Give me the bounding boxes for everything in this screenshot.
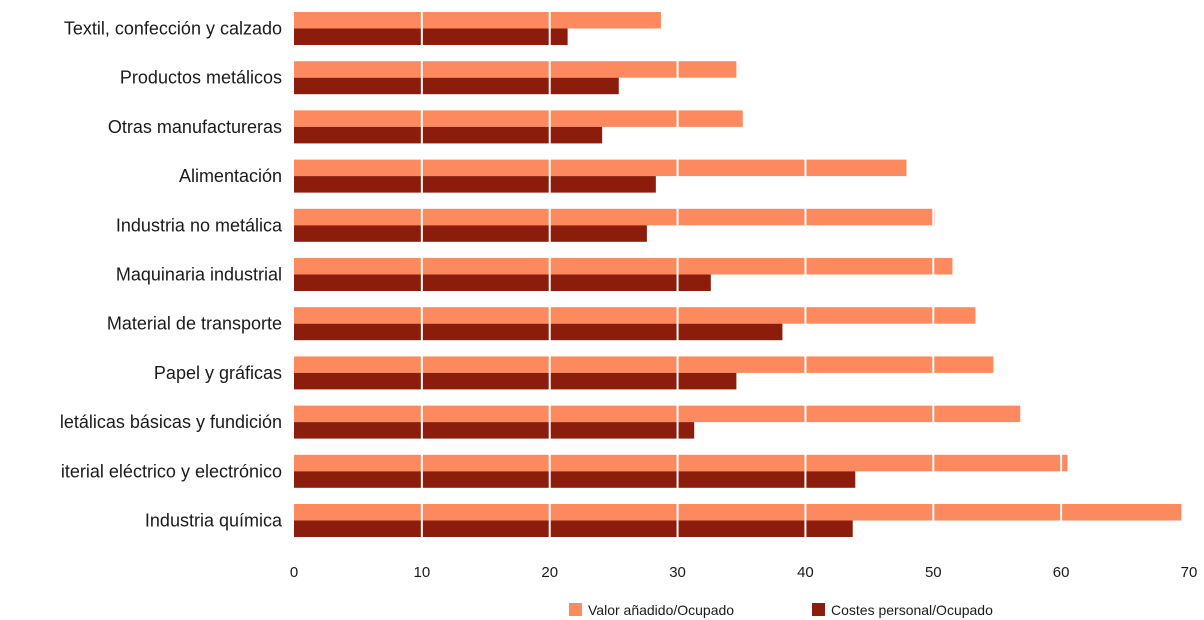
bar-valor-anadido-10 [294, 504, 1182, 521]
bar-costes-personal-4 [294, 225, 647, 242]
bar-costes-personal-5 [294, 274, 711, 291]
category-label: Industria química [145, 511, 283, 531]
x-tick-label: 30 [669, 564, 686, 581]
bar-valor-anadido-8 [294, 405, 1021, 423]
bar-costes-personal-6 [294, 323, 783, 341]
bar-valor-anadido-0 [294, 12, 661, 29]
bar-valor-anadido-2 [294, 110, 743, 127]
bar-costes-personal-3 [294, 176, 656, 193]
x-tick-label: 50 [925, 564, 942, 581]
category-label: Alimentación [179, 166, 282, 186]
grid-layer [420, 10, 1063, 539]
bars-layer [294, 12, 1182, 537]
x-tick-label: 60 [1053, 564, 1070, 581]
bar-valor-anadido-9 [294, 454, 1068, 472]
x-tick-label: 20 [541, 564, 558, 581]
category-label: Otras manufactureras [108, 117, 282, 137]
bar-costes-personal-2 [294, 126, 603, 144]
bar-valor-anadido-1 [294, 61, 737, 78]
legend-swatch [569, 603, 582, 616]
bar-valor-anadido-6 [294, 307, 976, 324]
bar-valor-anadido-5 [294, 258, 953, 275]
x-tick-label: 0 [290, 564, 298, 581]
category-label: Industria no metálica [116, 215, 283, 235]
category-label: Papel y gráficas [154, 363, 282, 383]
x-axis-tick-labels: 0 10 20 30 40 50 60 70 [290, 564, 1198, 581]
legend: Valor añadido/Ocupado Costes personal/Ocu… [569, 602, 993, 618]
bar-valor-anadido-7 [294, 356, 994, 373]
legend-label: Valor añadido/Ocupado [588, 602, 734, 618]
x-tick-label: 70 [1181, 564, 1198, 581]
category-label: letálicas básicas y fundición [60, 412, 282, 432]
bar-costes-personal-1 [294, 77, 619, 95]
category-labels: Textil, confección y calzado Productos me… [60, 19, 283, 531]
legend-label: Costes personal/Ocupado [831, 602, 993, 618]
category-label: Productos metálicos [120, 68, 282, 88]
category-label: Textil, confección y calzado [64, 19, 282, 39]
bar-costes-personal-0 [294, 28, 568, 45]
bar-costes-personal-9 [294, 471, 856, 488]
x-tick-label: 40 [797, 564, 814, 581]
bar-costes-personal-10 [294, 520, 853, 537]
category-label: Maquinaria industrial [116, 265, 282, 285]
legend-swatch [812, 603, 825, 616]
bar-costes-personal-7 [294, 372, 737, 390]
category-label: Material de transporte [107, 314, 282, 334]
bar-costes-personal-8 [294, 422, 695, 439]
x-tick-label: 10 [414, 564, 431, 581]
bar-valor-anadido-4 [294, 208, 935, 226]
category-label: iterial eléctrico y electrónico [61, 461, 282, 481]
bar-valor-anadido-3 [294, 159, 907, 177]
